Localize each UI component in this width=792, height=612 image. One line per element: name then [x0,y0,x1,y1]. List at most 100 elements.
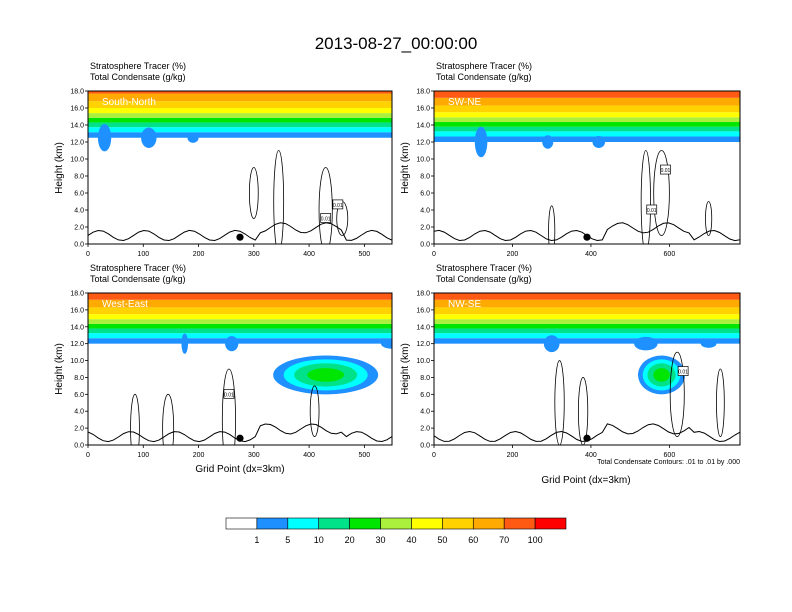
y-tick-label: 12.0 [70,341,84,348]
y-tick-label: 18.0 [416,89,430,96]
tracer-intrusion-0 [474,126,488,158]
panel-1-header-line2: Total Condensate (g/kg) [90,72,186,82]
contour-label-0: 0.01 [224,392,234,398]
panel-2-header-line2: Total Condensate (g/kg) [436,72,532,82]
panel-4-xlabel: Grid Point (dx=3km) [541,475,630,486]
tracer-band-6 [434,314,740,320]
tracer-intrusion-0 [97,124,112,152]
y-tick-label: 6.0 [420,392,430,399]
colorbar-swatch-6 [411,517,443,530]
colorbar-swatch-7 [442,517,474,530]
y-tick-label: 6.0 [420,191,430,198]
y-tick-label: 8.0 [420,375,430,382]
tracer-band-7 [434,105,740,113]
tracer-band-8 [88,299,392,308]
y-tick-label: 4.0 [74,409,84,416]
tracer-band-3 [434,126,740,132]
y-tick-label: 18.0 [70,89,84,96]
y-tick-label: 6.0 [74,191,84,198]
tracer-band-2 [88,333,392,339]
tracer-band-4 [434,323,740,329]
tracer-band-6 [88,108,392,114]
panel-west-east: 0.01 West-East 0.0 2.0 4.0 6.0 8.0 10.0 12.0 14.0… [70,291,393,459]
tracer-band-6 [88,314,392,320]
y-tick-label: 8.0 [420,174,430,181]
panel-1-header-line1: Stratosphere Tracer (%) [90,61,186,71]
tracer-blob-3 [653,368,670,382]
condensate-contour-0 [130,393,140,445]
y-tick-label: 0.0 [420,443,430,450]
tracer-band-2 [434,333,740,339]
condensate-contour-3 [716,368,725,437]
y-tick-label: 12.0 [70,140,84,147]
tracer-band-3 [434,328,740,334]
panel-nw-se: 0.01 NW-SE 0.0 2.0 4.0 6.0 8.0 10.0 12.0 14.0 16.0… [416,291,741,459]
tracer-intrusion-0 [181,333,189,354]
tracer-band-5 [88,319,392,324]
y-tick-label: 2.0 [420,225,430,232]
condensate-contour-0 [548,205,556,244]
panel-sw-ne: 0.01 0.01 SW-NE 0.0 2.0 4.0 6.0 8.0 10.0 12.0 14.0… [416,89,741,258]
tracer-intrusion-1 [225,336,239,352]
contour-label-box-0 [677,366,689,376]
colorbar-swatch-9 [503,517,536,530]
colorbar-label-5: 40 [406,535,416,545]
contour-label-0: 0.01 [661,168,671,174]
panel-2-header-line1: Stratosphere Tracer (%) [436,61,532,71]
y-tick-label: 2.0 [74,225,84,232]
colorbar-label-3: 20 [345,535,355,545]
location-marker [583,434,591,442]
panel-name: West-East [102,299,148,310]
tracer-intrusion-1 [141,127,157,148]
colorbar-swatch-3 [318,517,350,530]
panel-3-header-line1: Stratosphere Tracer (%) [90,263,186,273]
panel-name: South-North [102,97,156,108]
tracer-band-2 [88,127,392,133]
x-tick-label: 200 [193,251,205,258]
x-tick-label: 600 [664,452,676,459]
tracer-band-8 [88,93,392,102]
x-tick-label: 400 [303,452,315,459]
condensate-contour-3 [705,201,713,236]
contour-label-box-0 [332,199,344,210]
plot-frame [87,292,393,446]
panel-4-header-line1: Stratosphere Tracer (%) [436,263,532,273]
x-tick-label: 600 [664,251,676,258]
x-tick-label: 400 [585,251,597,258]
tracer-band-7 [88,307,392,315]
tracer-band-1 [88,338,392,344]
tracer-band-2 [434,131,740,137]
colorbar-swatch-10 [534,517,567,530]
y-tick-label: 2.0 [74,426,84,433]
x-tick-label: 0 [432,251,436,258]
y-tick-label: 4.0 [420,409,430,416]
condensate-contour-1 [273,150,285,244]
tracer-band-5 [434,117,740,123]
contour-label-0: 0.01 [333,203,343,209]
panel-2-ylabel: Height (km) [400,142,411,194]
contour-label-box-0 [660,164,671,175]
x-tick-label: 500 [359,452,371,459]
tracer-intrusion-1 [634,336,658,351]
x-tick-label: 200 [507,452,519,459]
tracer-band-6 [434,112,740,118]
x-tick-label: 400 [303,251,315,258]
tracer-blob-3 [307,368,345,382]
colorbar-label-9: 100 [528,535,543,545]
y-tick-label: 0.0 [74,443,84,450]
colorbar-swatch-0 [225,517,258,530]
colorbar-swatch-5 [380,517,412,530]
y-tick-label: 16.0 [70,106,84,113]
tracer-band-7 [88,101,392,108]
y-tick-label: 2.0 [420,426,430,433]
x-tick-label: 0 [86,452,90,459]
x-tick-label: 0 [86,251,90,258]
condensate-contour-3 [309,385,320,437]
plot-frame [87,90,393,245]
tracer-band-1 [88,132,392,138]
condensate-contour-1 [640,150,651,244]
contour-label-1: 0.01 [321,217,331,223]
colorbar-label-2: 10 [314,535,324,545]
tracer-intrusion-0 [543,335,560,353]
